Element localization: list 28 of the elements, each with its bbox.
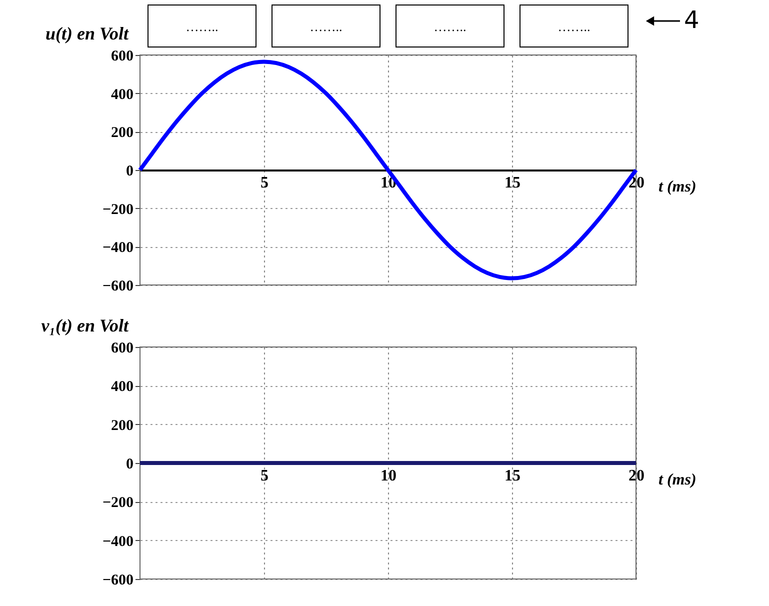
y-tick-label: 0 xyxy=(126,164,134,180)
y-tick-label: 0 xyxy=(126,456,134,472)
text: …….. xyxy=(310,19,342,34)
y-axis-title: u(t) en Volt xyxy=(45,24,130,44)
y-tick-label: −400 xyxy=(102,534,134,550)
x-tick-label: 15 xyxy=(504,174,520,192)
text: …….. xyxy=(434,19,466,34)
y-axis-title: v₁(t) en Volt xyxy=(41,316,130,336)
y-tick-label: 600 xyxy=(111,340,134,356)
y-tick-label: 600 xyxy=(111,48,134,64)
x-axis-title: t (ms) xyxy=(658,178,696,196)
text: …….. xyxy=(186,19,218,34)
y-tick-label: 400 xyxy=(111,379,134,396)
y-tick-label: −600 xyxy=(102,572,134,588)
text: …….. xyxy=(558,19,590,34)
y-tick-label: −200 xyxy=(102,495,134,512)
text: 4 xyxy=(684,6,700,34)
y-tick-label: −200 xyxy=(102,202,134,218)
y-tick-label: −400 xyxy=(102,240,134,256)
y-tick-label: 200 xyxy=(111,418,134,434)
x-axis-title: t (ms) xyxy=(658,472,696,488)
y-tick-label: 400 xyxy=(111,86,134,103)
y-tick-label: −600 xyxy=(102,278,134,294)
y-tick-label: 200 xyxy=(111,125,134,142)
x-tick-label: 10 xyxy=(380,468,396,484)
x-tick-label: 5 xyxy=(260,174,268,192)
x-tick-label: 5 xyxy=(260,468,268,484)
x-tick-label: 15 xyxy=(504,468,520,484)
